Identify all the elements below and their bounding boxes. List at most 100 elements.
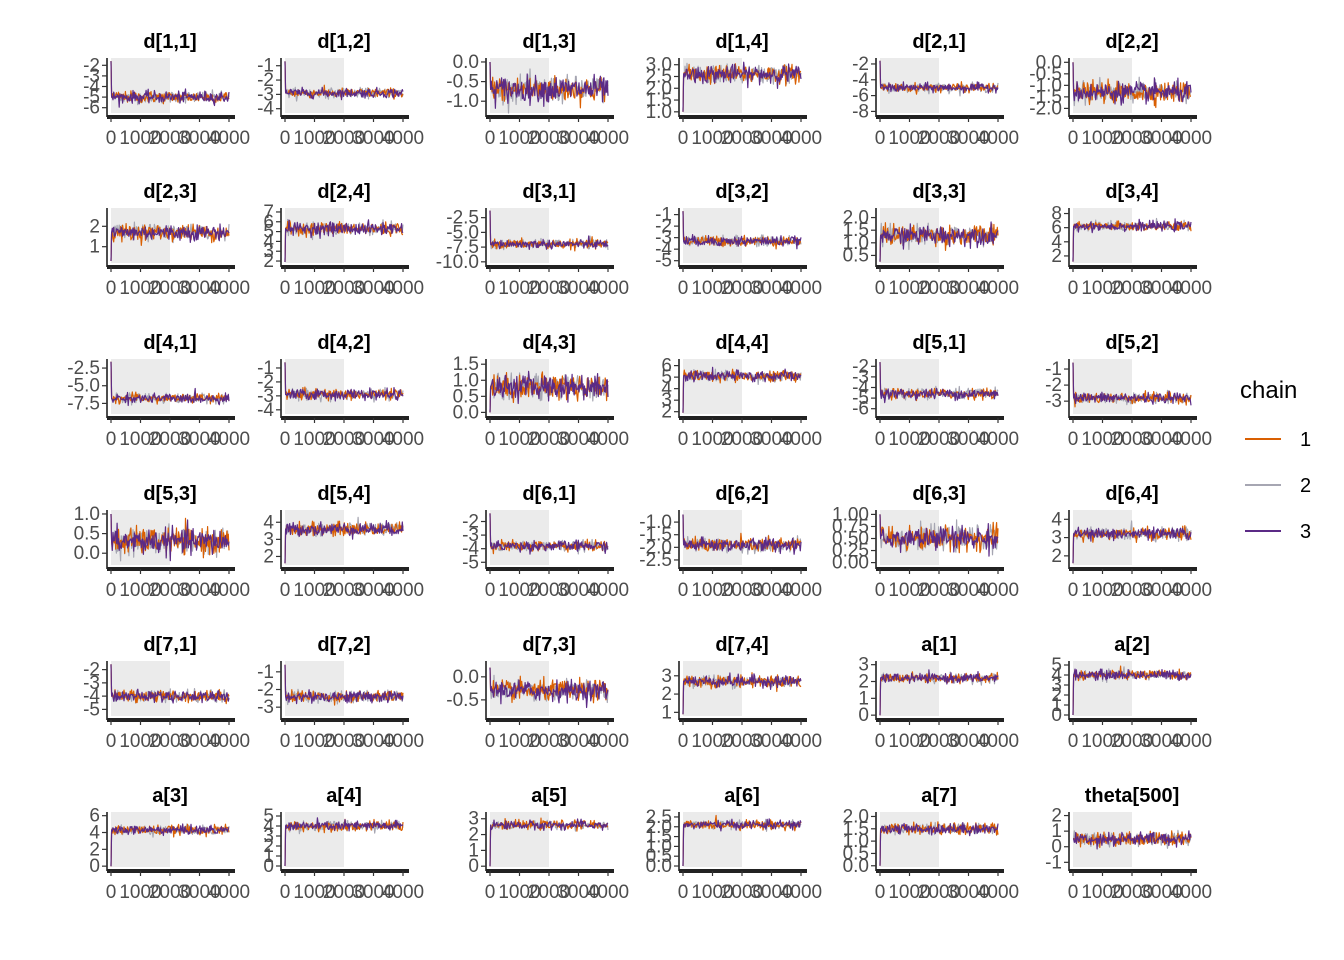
trace-line-chain-3 bbox=[682, 818, 802, 867]
x-tick-label: 2000 bbox=[721, 882, 763, 903]
x-tick-label: 3000 bbox=[557, 882, 599, 903]
x-tick-label: 4000 bbox=[382, 278, 424, 299]
legend-title: chain bbox=[1240, 377, 1297, 404]
x-tick-label: 0 bbox=[485, 128, 496, 149]
y-tick-label: -0.5 bbox=[446, 690, 479, 711]
x-tick-label: 1000 bbox=[119, 278, 161, 299]
y-tick-label: 4 bbox=[661, 379, 672, 400]
y-tick-label: 3 bbox=[468, 809, 479, 830]
panel-title: d[6,3] bbox=[912, 483, 965, 505]
y-tick-label: -3 bbox=[257, 386, 274, 407]
x-tick-label: 1000 bbox=[498, 882, 540, 903]
y-tick-label: 1 bbox=[661, 702, 672, 723]
y-tick-label: -4 bbox=[257, 400, 274, 421]
trace-line-chain-3 bbox=[284, 61, 404, 101]
x-tick-label: 4000 bbox=[1170, 278, 1212, 299]
y-tick-label: -7.5 bbox=[67, 393, 100, 414]
x-tick-label: 3000 bbox=[352, 128, 394, 149]
x-tick-label: 3000 bbox=[1140, 882, 1182, 903]
y-tick-label: 5 bbox=[263, 806, 274, 827]
x-tick-label: 0 bbox=[678, 580, 689, 601]
x-tick-label: 1000 bbox=[293, 429, 335, 450]
warmup-shade bbox=[490, 510, 549, 565]
y-tick-label: 1.5 bbox=[843, 819, 869, 840]
y-tick-label: 4 bbox=[263, 816, 274, 837]
x-tick-label: 1000 bbox=[888, 731, 930, 752]
trace-line-chain-3 bbox=[284, 817, 404, 867]
x-tick-label: 4000 bbox=[208, 128, 250, 149]
y-tick-label: 0.0 bbox=[453, 667, 479, 688]
x-tick-label: 2000 bbox=[323, 731, 365, 752]
y-tick-label: 3 bbox=[1051, 528, 1062, 549]
y-tick-label: 0.0 bbox=[843, 856, 869, 877]
x-tick-label: 2000 bbox=[918, 429, 960, 450]
y-tick-label: 0.00 bbox=[832, 553, 869, 574]
x-tick-label: 4000 bbox=[977, 882, 1019, 903]
y-tick-label: -6 bbox=[83, 98, 100, 119]
y-tick-label: -1 bbox=[1045, 852, 1062, 873]
y-tick-label: 2 bbox=[468, 825, 479, 846]
trace-line-chain-3 bbox=[489, 513, 609, 555]
y-tick-label: 2 bbox=[1051, 685, 1062, 706]
trace-line-chain-3 bbox=[110, 223, 230, 262]
x-tick-label: 4000 bbox=[382, 731, 424, 752]
y-tick-label: -3 bbox=[655, 228, 672, 249]
y-tick-label: 3 bbox=[263, 529, 274, 550]
y-tick-label: -4 bbox=[462, 539, 479, 560]
trace-line-chain-3 bbox=[110, 664, 230, 704]
y-tick-label: 0.0 bbox=[453, 52, 479, 73]
y-tick-label: 2 bbox=[89, 216, 100, 237]
y-tick-label: -4 bbox=[83, 686, 100, 707]
x-tick-label: 0 bbox=[875, 882, 886, 903]
x-tick-label: 3000 bbox=[178, 128, 220, 149]
x-tick-label: 1000 bbox=[691, 580, 733, 601]
trace-line-chain-3 bbox=[284, 519, 404, 564]
trace-line-chain-3 bbox=[879, 669, 999, 716]
trace-line-chain-2 bbox=[489, 372, 609, 413]
x-tick-label: 3000 bbox=[947, 278, 989, 299]
x-tick-label: 3000 bbox=[947, 580, 989, 601]
trace-line-chain-3 bbox=[110, 823, 230, 867]
x-tick-label: 2000 bbox=[323, 278, 365, 299]
x-tick-label: 0 bbox=[678, 731, 689, 752]
x-tick-label: 3000 bbox=[1140, 731, 1182, 752]
x-tick-label: 4000 bbox=[587, 580, 629, 601]
x-tick-label: 0 bbox=[1068, 278, 1079, 299]
x-tick-label: 4000 bbox=[208, 429, 250, 450]
trace-line-chain-3 bbox=[682, 211, 802, 250]
y-tick-label: -6 bbox=[852, 399, 869, 420]
legend-label: 2 bbox=[1300, 475, 1311, 497]
y-tick-label: 0.5 bbox=[843, 843, 869, 864]
y-tick-label: -5 bbox=[655, 251, 672, 272]
x-tick-label: 3000 bbox=[750, 429, 792, 450]
y-tick-label: 0.5 bbox=[646, 846, 672, 867]
x-tick-label: 3000 bbox=[947, 882, 989, 903]
panel-title: d[7,3] bbox=[522, 634, 575, 656]
x-tick-label: 3000 bbox=[750, 731, 792, 752]
panel: d[2,2] -2.0-1.5-1.0-0.50.0 0 10002000300040… bbox=[1029, 31, 1212, 149]
x-tick-label: 3000 bbox=[178, 580, 220, 601]
x-tick-label: 0 bbox=[1068, 731, 1079, 752]
panel-title: a[7] bbox=[921, 785, 957, 807]
x-tick-label: 1000 bbox=[293, 278, 335, 299]
y-tick-label: 2 bbox=[661, 684, 672, 705]
panel-title: a[3] bbox=[152, 785, 188, 807]
x-tick-label: 3000 bbox=[1140, 429, 1182, 450]
trace-line-chain-3 bbox=[489, 667, 609, 709]
y-tick-label: 7 bbox=[263, 202, 274, 223]
y-tick-label: 4 bbox=[1051, 232, 1062, 253]
x-tick-label: 0 bbox=[280, 882, 291, 903]
x-tick-label: 0 bbox=[106, 731, 117, 752]
y-tick-label: -2 bbox=[83, 660, 100, 681]
y-tick-label: -2.0 bbox=[1029, 98, 1062, 119]
warmup-shade bbox=[683, 510, 742, 565]
x-tick-label: 2000 bbox=[528, 278, 570, 299]
x-tick-label: 2000 bbox=[1111, 580, 1153, 601]
